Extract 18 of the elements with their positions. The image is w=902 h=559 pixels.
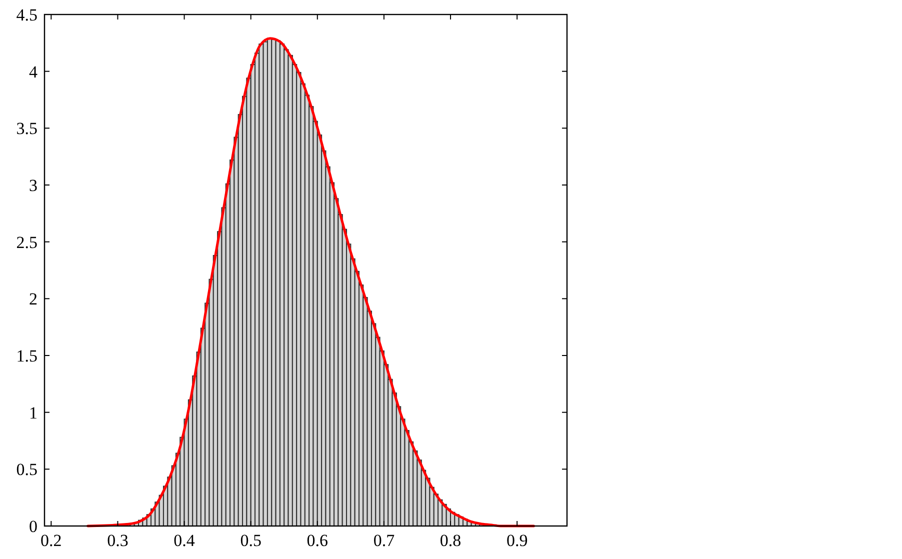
y-tick-label: 1.5 (16, 346, 38, 366)
x-tick-label: 0.7 (373, 531, 396, 550)
x-tick-label: 0.9 (506, 531, 528, 550)
y-tick-label: 4.5 (16, 5, 38, 24)
x-tick-label: 0.5 (240, 531, 262, 550)
y-tick-label: 3 (29, 176, 38, 195)
y-tick-label: 0.5 (16, 460, 38, 480)
x-tick-label: 0.2 (40, 531, 62, 550)
x-tick-label: 0.8 (440, 531, 462, 550)
y-tick-label: 2 (29, 290, 38, 309)
x-tick-label: 0.6 (306, 531, 328, 550)
y-tick-label: 1 (29, 403, 38, 422)
x-tick-label: 0.4 (174, 531, 196, 550)
x-tick-label: 0.3 (107, 531, 128, 550)
y-tick-label: 3.5 (16, 119, 38, 138)
y-tick-label: 4 (29, 62, 38, 82)
y-tick-label: 0 (29, 516, 38, 536)
y-tick-label: 2.5 (16, 232, 38, 252)
